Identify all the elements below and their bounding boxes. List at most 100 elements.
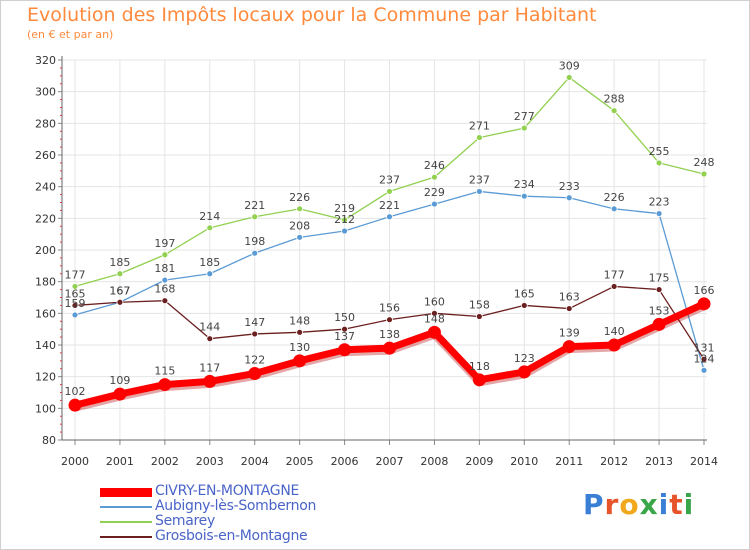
data-label: 237 [469, 173, 490, 186]
legend-label: Aubigny-lès-Sombernon [155, 498, 317, 514]
x-tick-label: 2005 [286, 455, 314, 468]
data-point [520, 124, 528, 132]
data-point [71, 311, 79, 319]
y-tick-label: 120 [35, 371, 56, 384]
data-point [341, 227, 348, 235]
data-point [610, 107, 618, 115]
data-point [655, 210, 663, 217]
data-label: 288 [604, 93, 625, 106]
y-tick-label: 100 [35, 402, 56, 415]
data-label: 255 [649, 145, 670, 158]
y-minor-tick [60, 415, 62, 417]
data-point [475, 134, 483, 141]
y-minor-tick [60, 360, 62, 362]
data-label: 167 [109, 284, 130, 297]
data-point [520, 192, 528, 200]
data-point [386, 316, 393, 324]
proxiti-logo: Proxiti [583, 488, 694, 521]
data-label: 246 [424, 159, 445, 172]
data-point [472, 373, 486, 387]
y-tick-label: 240 [35, 181, 56, 194]
y-minor-tick [60, 83, 62, 85]
data-point [296, 328, 304, 336]
data-label: 197 [154, 237, 175, 250]
chart-title: Evolution des Impôts locaux pour la Comm… [27, 4, 597, 26]
data-label: 208 [289, 219, 310, 232]
data-point [655, 286, 663, 293]
data-point [565, 74, 573, 81]
legend-swatch [100, 521, 152, 523]
data-label: 212 [334, 213, 355, 226]
data-point [431, 309, 438, 317]
data-label: 226 [289, 191, 310, 204]
data-point [116, 298, 124, 306]
data-label: 181 [154, 262, 175, 275]
data-point [161, 297, 169, 305]
y-minor-tick [60, 114, 62, 116]
data-point [296, 233, 304, 241]
data-label: 165 [65, 287, 86, 300]
x-tick-label: 2000 [61, 455, 89, 468]
x-tick-label: 2009 [465, 455, 493, 468]
data-point [383, 341, 396, 355]
y-tick-label: 200 [35, 244, 56, 257]
y-tick-label: 220 [35, 212, 56, 225]
x-tick-label: 2011 [555, 455, 583, 468]
data-point [610, 283, 618, 290]
data-label: 166 [694, 284, 715, 297]
legend-label: Grosbois-en-Montagne [155, 528, 308, 544]
data-point [610, 205, 618, 213]
data-labels: 102 109 115 117 122 130 137 138 148 118 123 139 140 1… [65, 59, 715, 398]
data-point [341, 325, 348, 333]
y-minor-tick [60, 67, 62, 69]
data-point [565, 305, 573, 312]
data-label: 234 [514, 178, 535, 191]
data-label: 223 [649, 196, 670, 209]
data-point [158, 378, 172, 392]
data-label: 150 [334, 311, 355, 324]
data-point [520, 302, 528, 309]
data-point [341, 216, 348, 224]
data-label: 309 [559, 59, 580, 72]
data-point [652, 317, 666, 331]
y-minor-tick [60, 304, 62, 306]
y-minor-tick [60, 202, 62, 203]
data-label: 167 [109, 284, 130, 297]
data-label: 147 [244, 316, 265, 329]
series-lines [68, 74, 711, 412]
data-label: 248 [694, 156, 715, 169]
legend-swatch [100, 506, 152, 508]
y-minor-tick [60, 146, 62, 148]
y-minor-tick [60, 225, 62, 227]
x-tick-label: 2001 [106, 455, 134, 468]
data-label: 140 [604, 325, 625, 338]
data-label: 177 [604, 268, 625, 281]
data-label: 138 [379, 328, 400, 341]
data-label: 148 [424, 312, 445, 325]
y-minor-tick [60, 138, 62, 140]
data-point [475, 188, 483, 195]
data-point [251, 213, 259, 221]
y-minor-tick [60, 368, 62, 370]
logo-letter: x [639, 488, 659, 521]
data-point [475, 313, 483, 320]
y-minor-tick [60, 392, 62, 393]
y-minor-tick [60, 162, 62, 164]
data-point [517, 365, 531, 379]
y-tick-label: 300 [35, 86, 56, 99]
x-tick-label: 2010 [510, 455, 538, 468]
y-minor-tick [60, 257, 62, 259]
data-label: 177 [65, 268, 86, 281]
data-label: 185 [109, 256, 130, 269]
logo-letter: r [604, 488, 620, 521]
data-point [161, 276, 169, 284]
legend-label: Semarey [155, 513, 215, 529]
y-minor-tick [60, 99, 62, 101]
data-label: 156 [379, 302, 400, 315]
y-minor-tick [60, 384, 62, 386]
x-tick-label: 2008 [420, 455, 448, 468]
data-label: 153 [649, 304, 670, 317]
data-point [248, 367, 262, 380]
data-point [161, 251, 169, 259]
y-minor-tick [60, 75, 62, 77]
